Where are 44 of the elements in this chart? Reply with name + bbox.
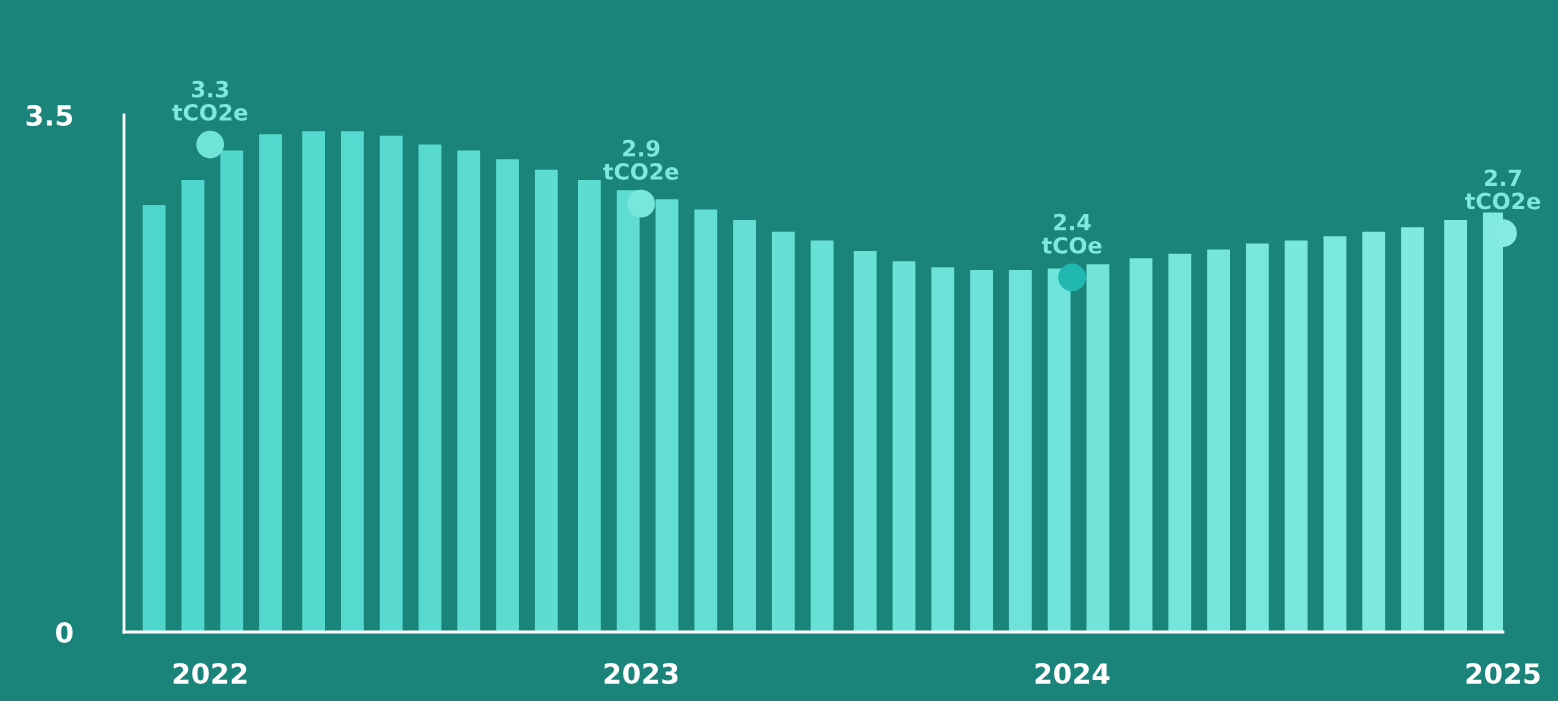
bar: [1362, 231, 1386, 632]
bar: [1444, 219, 1468, 632]
bar: [302, 131, 326, 632]
x-tick-label: 2022: [173, 663, 247, 685]
bar: [970, 270, 993, 632]
data-label: 2.4 tCOe: [1041, 213, 1102, 254]
bar: [259, 134, 282, 632]
bar: [1245, 243, 1269, 632]
bar: [1284, 240, 1308, 632]
bar: [694, 209, 718, 632]
bar: [853, 250, 877, 632]
bar: [655, 199, 679, 632]
data-label: 2.7 tCO2e: [1465, 169, 1541, 210]
bar: [1086, 264, 1110, 632]
x-tick-label: 2024: [1035, 663, 1110, 685]
bar: [1323, 236, 1347, 632]
x-tick-label: 2025: [1466, 663, 1540, 685]
bar: [220, 150, 244, 632]
bar: [771, 231, 795, 632]
bar: [616, 190, 640, 632]
x-tick-label: 2023: [604, 663, 678, 685]
bar: [810, 240, 834, 632]
bar: [418, 144, 442, 632]
bar: [340, 131, 364, 632]
bar: [892, 261, 916, 632]
bar: [534, 169, 558, 632]
bar: [1008, 270, 1032, 632]
bar: [1168, 253, 1192, 632]
bar: [1047, 268, 1071, 632]
bar: [1401, 227, 1424, 632]
bar: [379, 135, 403, 632]
y-tick-label: 3.5: [26, 104, 73, 126]
bar: [496, 159, 519, 632]
bar: [577, 179, 601, 632]
data-label: 3.3 tCO2e: [172, 80, 248, 121]
bar: [142, 205, 166, 632]
bar: [457, 150, 481, 632]
bar: [1129, 258, 1153, 632]
data-label: 2.9 tCO2e: [603, 139, 679, 180]
bar: [181, 179, 205, 632]
y-tick-label: 0: [56, 621, 73, 643]
bar: [1207, 249, 1230, 632]
bar: [733, 219, 756, 632]
bar: [931, 267, 955, 632]
